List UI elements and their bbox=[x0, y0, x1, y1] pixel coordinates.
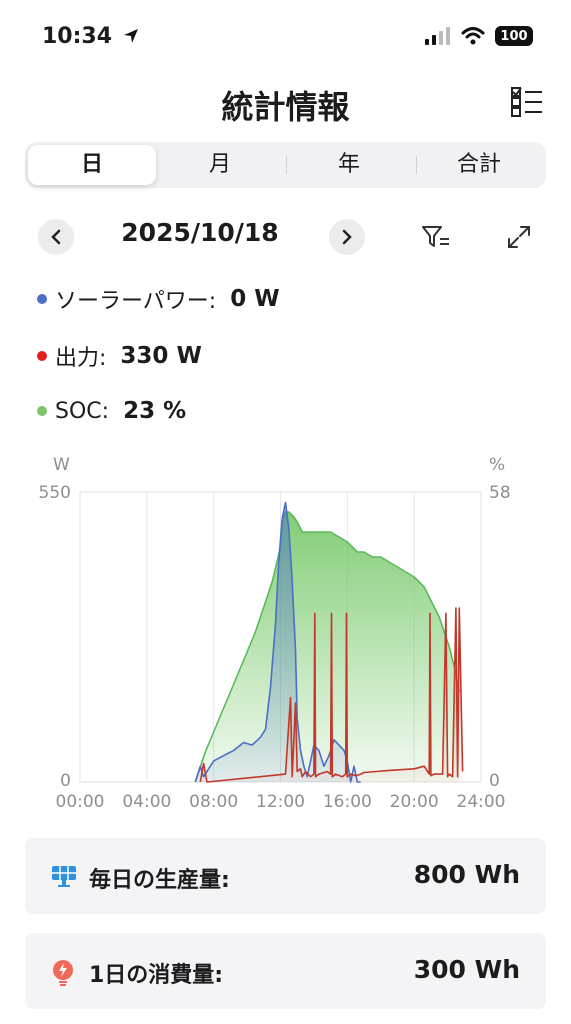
daily-consumption-value: 300 Wh bbox=[413, 955, 520, 984]
tab-year[interactable]: 年 bbox=[337, 152, 360, 177]
solar-legend-dot bbox=[37, 294, 47, 304]
tab-divider bbox=[416, 156, 417, 174]
status-time: 10:34 bbox=[42, 24, 140, 49]
daily-production-label: 毎日の生産量: bbox=[89, 868, 230, 893]
left-axis-min: 0 bbox=[60, 771, 71, 791]
soc-legend-dot bbox=[37, 406, 47, 416]
chart-series bbox=[194, 501, 464, 783]
next-date-button[interactable] bbox=[329, 219, 365, 255]
soc-value: 23 % bbox=[123, 398, 187, 424]
daily-production-card[interactable]: 毎日の生産量: 800 Wh bbox=[25, 838, 546, 914]
period-tabs: 日 月 年 合計 bbox=[25, 142, 546, 188]
x-tick-label: 20:00 bbox=[390, 792, 439, 812]
soc-series-area bbox=[195, 512, 460, 782]
page-title: 統計情報 bbox=[221, 88, 350, 126]
x-axis-ticks: 00:00 04:00 08:00 12:00 16:00 20:00 24:00 bbox=[56, 792, 506, 812]
checklist-icon[interactable] bbox=[510, 86, 544, 118]
output-legend-dot bbox=[37, 351, 47, 361]
x-tick-label: 12:00 bbox=[256, 792, 305, 812]
x-tick-label: 00:00 bbox=[56, 792, 105, 812]
solar-power-readout: ソーラーパワー: 0 W bbox=[37, 283, 280, 315]
x-tick-label: 04:00 bbox=[122, 792, 171, 812]
solar-panel-icon bbox=[52, 866, 76, 887]
daily-consumption-card[interactable]: 1日の消費量: 300 Wh bbox=[25, 933, 546, 1009]
battery-indicator: 100 bbox=[495, 26, 533, 46]
tab-total[interactable]: 合計 bbox=[456, 152, 501, 177]
left-axis-max: 550 bbox=[39, 483, 71, 503]
output-series-line bbox=[199, 607, 464, 783]
chevron-left-icon bbox=[51, 229, 61, 245]
soc-series-line bbox=[194, 511, 461, 783]
daily-production-value: 800 Wh bbox=[413, 860, 520, 889]
lightning-icon bbox=[53, 960, 73, 986]
chevron-right-icon bbox=[342, 229, 352, 245]
status-icons: 100 bbox=[425, 26, 533, 46]
x-tick-label: 16:00 bbox=[323, 792, 372, 812]
daily-consumption-label: 1日の消費量: bbox=[89, 963, 224, 988]
soc-label: SOC: bbox=[55, 398, 110, 424]
solar-power-series-area bbox=[195, 502, 361, 782]
tab-day[interactable]: 日 bbox=[28, 145, 156, 185]
clock-text: 10:34 bbox=[42, 24, 113, 49]
previous-date-button[interactable] bbox=[38, 219, 74, 255]
filter-icon[interactable] bbox=[421, 224, 451, 250]
battery-level: 100 bbox=[500, 28, 528, 44]
location-arrow-icon bbox=[123, 29, 138, 43]
right-axis-unit: % bbox=[489, 455, 505, 475]
solar-power-label: ソーラーパワー: bbox=[55, 289, 217, 314]
tab-month[interactable]: 月 bbox=[208, 152, 231, 177]
solar-power-series-line bbox=[194, 501, 361, 783]
right-axis-max: 58 bbox=[489, 483, 511, 503]
right-axis-min: 0 bbox=[489, 771, 500, 791]
expand-icon[interactable] bbox=[506, 224, 532, 250]
output-value: 330 W bbox=[120, 343, 202, 369]
left-axis-unit: W bbox=[53, 455, 70, 475]
wifi-icon bbox=[461, 27, 485, 45]
date-label[interactable]: 2025/10/18 bbox=[121, 218, 279, 247]
x-tick-label: 08:00 bbox=[189, 792, 238, 812]
cellular-signal-icon bbox=[425, 27, 450, 45]
power-chart[interactable]: W % 550 58 0 0 00:00 04:00 08:00 12:00 16:00… bbox=[0, 445, 571, 815]
output-readout: 出力: 330 W bbox=[37, 340, 202, 372]
tab-divider bbox=[286, 156, 287, 174]
soc-readout: SOC: 23 % bbox=[37, 398, 186, 424]
solar-power-value: 0 W bbox=[230, 286, 280, 312]
output-label: 出力: bbox=[55, 346, 107, 371]
x-tick-label: 24:00 bbox=[457, 792, 506, 812]
